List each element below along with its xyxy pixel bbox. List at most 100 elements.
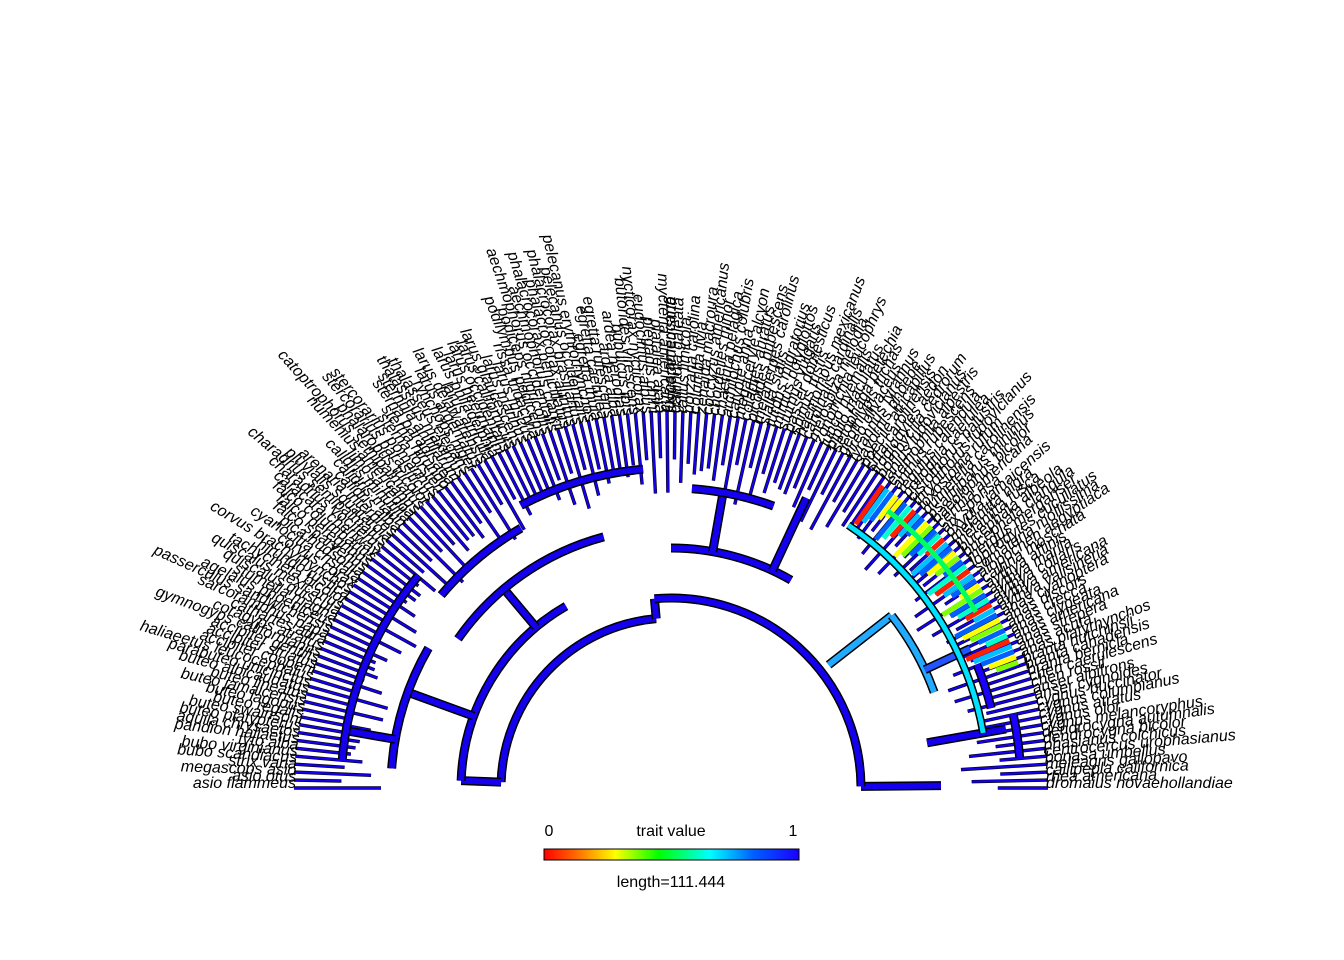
legend-title: trait value (636, 823, 705, 840)
terminal-branch (431, 495, 470, 541)
terminal-branch (707, 413, 716, 469)
internal-arc (1010, 714, 1023, 758)
terminal-branch (470, 467, 517, 540)
internal-arc (339, 573, 421, 760)
terminal-branch (825, 463, 866, 528)
terminal-branch (665, 411, 669, 493)
tip-label: gallinula galeata (668, 297, 688, 413)
terminal-branch (348, 590, 417, 634)
terminal-branch (456, 476, 501, 539)
colored-branch (972, 643, 1013, 665)
colored-branch (972, 607, 996, 623)
terminal-branch (947, 662, 1028, 692)
internal-arc (438, 525, 523, 598)
terminal-branch (450, 480, 483, 524)
internal-arc (974, 663, 995, 709)
terminal-branch (307, 684, 388, 710)
colored-branch (861, 487, 890, 524)
internal-radial (826, 613, 894, 668)
terminal-branch (984, 669, 1030, 687)
terminal-branch (312, 669, 383, 695)
terminal-branch (723, 416, 740, 493)
terminal-branch (763, 428, 786, 494)
terminal-branch (396, 527, 433, 562)
terminal-branch (317, 654, 378, 680)
tip-label: strix varia (228, 752, 297, 772)
terminal-branch (954, 677, 1033, 703)
internal-radial (709, 492, 727, 553)
terminal-branch (344, 597, 387, 624)
colored-branch (980, 649, 1015, 667)
clade-arc-inner (886, 508, 979, 614)
legend-length-label: length=111.444 (617, 874, 726, 891)
colored-branch (892, 520, 930, 559)
terminal-branch (294, 778, 342, 783)
terminal-branch (504, 448, 531, 498)
terminal-branch (571, 423, 587, 471)
terminal-branch (357, 577, 416, 618)
colored-branch (977, 628, 1006, 645)
terminal-branch (693, 411, 700, 475)
tip-label: megascops asio (181, 758, 297, 779)
terminal-branch (820, 452, 845, 495)
terminal-branch (380, 545, 436, 592)
terminal-branch (721, 415, 732, 466)
clade-arc (846, 523, 986, 734)
terminal-branch (526, 438, 550, 491)
terminal-branch (832, 459, 859, 503)
internal-arc (519, 466, 644, 509)
terminal-branch (650, 411, 657, 494)
terminal-branch (419, 505, 456, 546)
terminal-branch (712, 414, 724, 481)
internal-radial (926, 726, 1007, 746)
terminal-branch (978, 708, 1040, 724)
internal-radial (345, 727, 396, 743)
internal-arc (458, 603, 568, 781)
terminal-branch (850, 476, 886, 526)
terminal-branch (842, 467, 872, 513)
legend-color-bar (543, 848, 800, 861)
terminal-branch (294, 771, 372, 777)
internal-radial (406, 689, 475, 719)
internal-arc (691, 485, 775, 509)
terminal-branch (579, 421, 600, 496)
terminal-branch (778, 433, 801, 490)
terminal-branch (336, 611, 381, 636)
colored-branch (954, 612, 998, 640)
low-trait-clade (846, 484, 1019, 734)
color-legend: 0 trait value 1 length=111.444 (543, 823, 800, 891)
terminal-branch (386, 539, 425, 574)
colored-branch (995, 660, 1019, 673)
colored-branch (934, 568, 971, 597)
terminal-branch (476, 463, 503, 506)
terminal-branch (679, 411, 685, 483)
terminal-branch (333, 618, 402, 654)
terminal-branch (968, 747, 1047, 758)
terminal-branch (841, 472, 879, 527)
internal-arc (654, 595, 864, 787)
colored-branch (964, 602, 993, 622)
colored-branch (949, 592, 987, 619)
terminal-branch (673, 411, 677, 460)
colored-branch (969, 622, 1004, 643)
tip-label: platalea ajaja (647, 318, 668, 414)
terminal-branch (295, 755, 363, 764)
terminal-branch (986, 684, 1035, 701)
terminal-branch (326, 632, 388, 662)
tip-label: rallus limicola (674, 317, 695, 414)
internal-radial (769, 496, 809, 572)
colored-branch (873, 501, 908, 542)
terminal-branch (425, 500, 470, 552)
colored-branch (961, 617, 1001, 641)
internal-branches (337, 464, 1025, 791)
terminal-branch (548, 430, 577, 506)
colored-branch (918, 545, 953, 577)
terminal-branch (305, 692, 352, 707)
tip-label: asio flammeus (193, 775, 296, 792)
colored-branch (926, 563, 968, 597)
colored-branch (876, 494, 899, 521)
internal-arc-outline (456, 602, 569, 781)
internal-radial (501, 586, 539, 630)
terminal-branch (960, 763, 1048, 771)
